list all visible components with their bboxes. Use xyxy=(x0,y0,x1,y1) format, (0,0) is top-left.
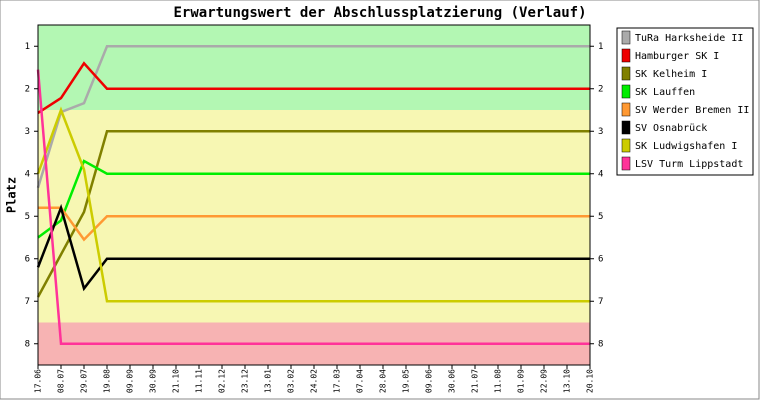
x-tick-label: 30.09 xyxy=(149,369,158,393)
x-tick-label: 24.02 xyxy=(310,369,319,393)
x-tick-label: 02.12 xyxy=(218,369,227,393)
series-line xyxy=(37,159,590,239)
legend-label: LSV Turm Lippstadt xyxy=(635,159,743,170)
bands xyxy=(38,25,590,365)
x-tick-label: 13.10 xyxy=(563,369,572,393)
y-tick-label: 8 xyxy=(598,339,603,349)
x-tick-label: 17.06 xyxy=(34,369,43,393)
x-tick-label: 03.02 xyxy=(287,369,296,393)
legend-swatch xyxy=(621,48,631,63)
y-tick-label: 1 xyxy=(25,42,30,52)
x-tick-label: 21.07 xyxy=(471,369,480,393)
legend-label: SK Ludwigshafen I xyxy=(635,141,737,152)
x-tick-label: 29.07 xyxy=(80,369,89,393)
y-axis-label: Platz xyxy=(5,177,19,213)
series-line xyxy=(37,61,590,115)
x-tick-label: 22.09 xyxy=(540,369,549,393)
legend-label: SK Lauffen xyxy=(635,87,695,98)
x-tick-label: 19.05 xyxy=(402,369,411,393)
y-tick-label: 6 xyxy=(25,254,30,264)
axes: 1 1 2 2 3 3 4 4 5 5 6 6 7 7 8 8 17.06 08.07 29.07 19.08 09.0… xyxy=(25,42,604,393)
y-tick-label: 7 xyxy=(25,297,30,307)
legend-swatch xyxy=(621,120,631,135)
y-tick-label: 8 xyxy=(25,339,30,349)
legend-label: SV Werder Bremen II xyxy=(635,105,749,116)
x-tick-label: 09.09 xyxy=(126,369,135,393)
legend-swatch xyxy=(621,102,631,117)
chart-title: Erwartungswert der Abschlussplatzierung … xyxy=(173,5,586,21)
x-tick-label: 19.08 xyxy=(103,369,112,393)
x-tick-label: 17.03 xyxy=(333,369,342,393)
y-tick-label: 2 xyxy=(598,84,603,94)
legend-label: Hamburger SK I xyxy=(635,51,719,62)
legend-swatch xyxy=(621,138,631,153)
legend-label: TuRa Harksheide II xyxy=(635,33,743,44)
band xyxy=(38,25,590,110)
legend-swatch xyxy=(621,156,631,171)
legend-box xyxy=(616,27,754,176)
x-tick-label: 23.12 xyxy=(241,369,250,393)
lines xyxy=(36,45,590,345)
y-tick-label: 3 xyxy=(25,127,30,137)
legend-swatch xyxy=(621,30,631,45)
x-tick-label: 11.08 xyxy=(494,369,503,393)
y-tick-label: 5 xyxy=(598,212,603,222)
series-line xyxy=(36,45,590,189)
series-line xyxy=(36,130,590,298)
y-tick-label: 5 xyxy=(25,212,30,222)
y-tick-label: 3 xyxy=(598,127,603,137)
series-line xyxy=(36,106,590,303)
x-tick-label: 08.07 xyxy=(57,369,66,393)
series-line xyxy=(36,203,590,292)
legend: TuRa Harksheide II Hamburger SK I SK Kelhe… xyxy=(616,27,754,176)
x-tick-label: 20.10 xyxy=(586,369,595,393)
y-tick-label: 1 xyxy=(598,42,603,52)
x-tick-label: 07.04 xyxy=(356,369,365,393)
y-tick-label: 4 xyxy=(598,169,603,179)
plot-frame xyxy=(37,24,591,366)
y-tick-label: 7 xyxy=(598,297,603,307)
series-line xyxy=(38,206,590,242)
x-tick-label: 01.09 xyxy=(517,369,526,393)
x-tick-label: 30.06 xyxy=(448,369,457,393)
y-tick-label: 2 xyxy=(25,84,30,94)
legend-label: SK Kelheim I xyxy=(635,69,707,80)
x-tick-label: 13.01 xyxy=(264,369,273,393)
legend-label: SV Osnabrück xyxy=(635,123,707,134)
legend-swatch xyxy=(621,84,631,99)
x-tick-label: 21.10 xyxy=(172,369,181,393)
y-tick-label: 6 xyxy=(598,254,603,264)
series-line xyxy=(36,69,590,345)
y-tick-label: 4 xyxy=(25,169,30,179)
x-tick-label: 11.11 xyxy=(195,369,204,393)
legend-swatch xyxy=(621,66,631,81)
x-tick-label: 28.04 xyxy=(379,369,388,393)
x-tick-label: 09.06 xyxy=(425,369,434,393)
